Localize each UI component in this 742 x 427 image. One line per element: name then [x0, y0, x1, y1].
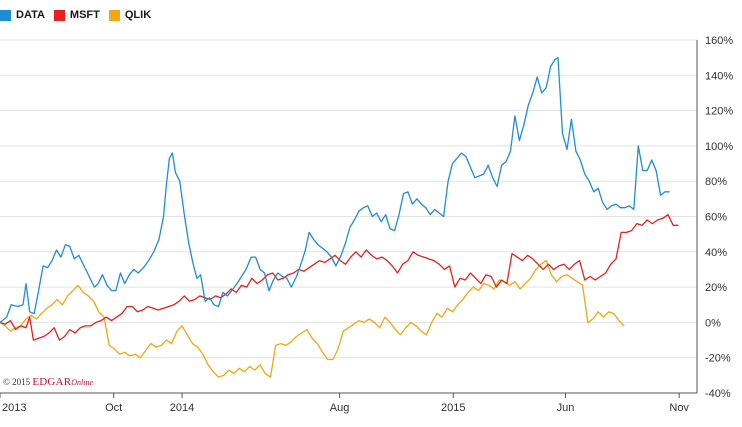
x-tick-label-1: Oct: [105, 402, 122, 414]
y-tick-label-6: 80%: [705, 176, 727, 188]
y-tick-label-3: 20%: [705, 282, 727, 294]
y-tick-label-4: 40%: [705, 247, 727, 259]
x-tick-label-0: 2013: [2, 402, 26, 414]
credit-brand-logo: EDGAR: [32, 376, 72, 388]
legend-item-qlik[interactable]: QLIK: [108, 9, 152, 21]
legend-swatch-data: [0, 9, 11, 21]
series-line-qlik: [0, 259, 625, 378]
series-line-msft: [0, 214, 679, 341]
legend-item-msft[interactable]: MSFT: [53, 9, 100, 21]
y-tick-label-2: 0%: [705, 317, 721, 329]
y-tick-label-10: 160%: [705, 35, 733, 47]
legend-swatch-qlik: [108, 9, 120, 21]
legend-label-qlik: QLIK: [124, 9, 152, 21]
y-tick-label-8: 120%: [705, 106, 733, 118]
y-tick-label-0: -40%: [705, 388, 731, 400]
series-line-data: [0, 57, 670, 323]
credit-text: © 2015 EDGAROnline: [3, 376, 93, 388]
x-tick-label-2: 2014: [170, 402, 194, 414]
legend-label-msft: MSFT: [69, 9, 100, 21]
credit-prefix: © 2015: [3, 377, 31, 387]
legend-item-data[interactable]: DATA: [0, 9, 45, 21]
legend-label-data: DATA: [16, 9, 45, 21]
y-tick-label-7: 100%: [705, 141, 733, 153]
x-tick-label-4: 2015: [441, 402, 465, 414]
x-tick-label-6: Nov: [669, 402, 689, 414]
credit-brand-suffix: Online: [71, 378, 94, 387]
x-tick-label-5: Jun: [557, 402, 575, 414]
legend-swatch-msft: [53, 9, 65, 21]
y-tick-label-1: -20%: [705, 353, 731, 365]
y-tick-label-5: 60%: [705, 212, 727, 224]
y-tick-label-9: 140%: [705, 70, 733, 82]
chart-legend: DATA MSFT QLIK: [0, 8, 160, 22]
x-tick-label-3: Aug: [330, 402, 350, 414]
